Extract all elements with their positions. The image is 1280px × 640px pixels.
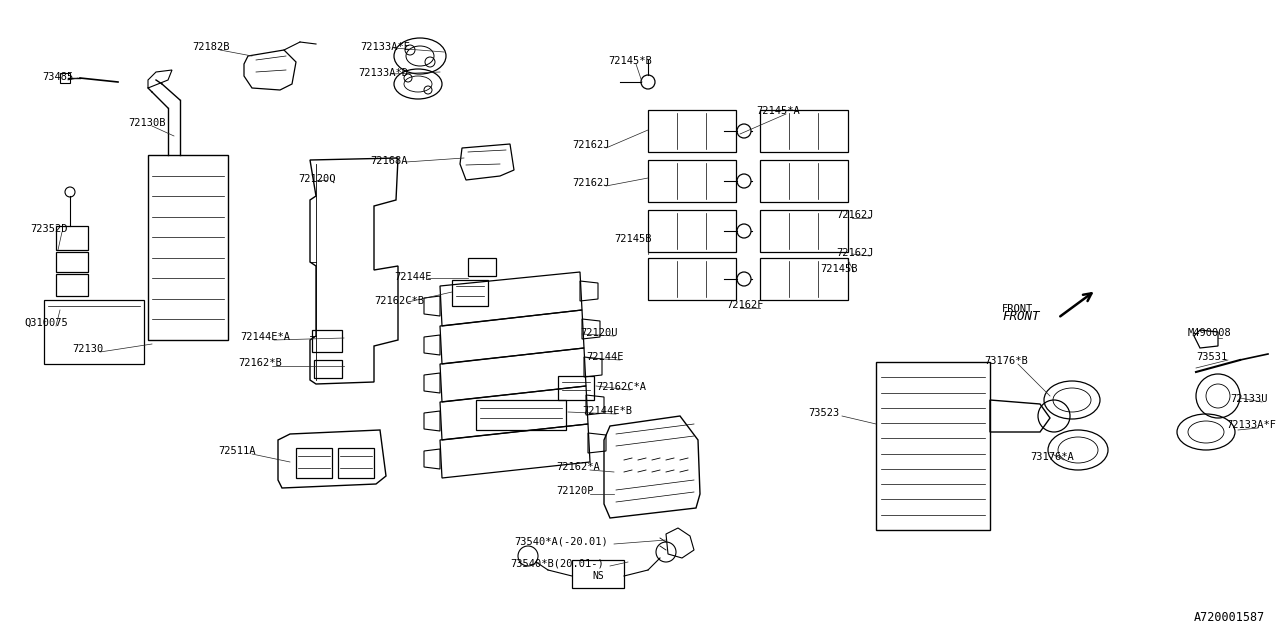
Bar: [148, 155, 228, 340]
Text: 72162J: 72162J: [836, 248, 873, 258]
Text: 72162F: 72162F: [726, 300, 763, 310]
Text: 72162J: 72162J: [572, 178, 609, 188]
Text: 72120P: 72120P: [556, 486, 594, 496]
Text: 72133A*E: 72133A*E: [360, 42, 410, 52]
Text: Q310075: Q310075: [24, 318, 68, 328]
Text: 73176*B: 73176*B: [984, 356, 1028, 366]
Text: 72130B: 72130B: [128, 118, 165, 128]
Text: 72182B: 72182B: [192, 42, 229, 52]
Bar: [558, 376, 594, 400]
Bar: [476, 400, 566, 430]
Bar: [468, 258, 497, 276]
Text: 72133A*F: 72133A*F: [1226, 420, 1276, 430]
Text: 73531: 73531: [1196, 352, 1228, 362]
Text: 72133A*D: 72133A*D: [358, 68, 408, 78]
Text: 72120U: 72120U: [580, 328, 617, 338]
Bar: [760, 210, 849, 252]
Text: 72144E: 72144E: [394, 272, 431, 282]
Bar: [876, 362, 989, 530]
Text: 72162C*A: 72162C*A: [596, 382, 646, 392]
Text: 72511A: 72511A: [218, 446, 256, 456]
Bar: [760, 160, 849, 202]
Bar: [648, 258, 736, 300]
Bar: [648, 110, 736, 152]
Bar: [338, 448, 374, 478]
Text: 72162C*B: 72162C*B: [374, 296, 424, 306]
Text: 73485: 73485: [42, 72, 73, 82]
Bar: [572, 560, 625, 588]
Bar: [60, 73, 70, 83]
Bar: [56, 226, 88, 250]
Text: 72162J: 72162J: [572, 140, 609, 150]
Text: 72352D: 72352D: [29, 224, 68, 234]
Bar: [314, 360, 342, 378]
Text: 72145B: 72145B: [820, 264, 858, 274]
Text: FRONT: FRONT: [1002, 304, 1033, 314]
Text: M490008: M490008: [1188, 328, 1231, 338]
Text: 72120Q: 72120Q: [298, 174, 335, 184]
Text: 72130: 72130: [72, 344, 104, 354]
Text: 72162J: 72162J: [836, 210, 873, 220]
Bar: [44, 300, 143, 364]
Text: 72144E: 72144E: [586, 352, 623, 362]
Text: A720001587: A720001587: [1194, 611, 1265, 624]
Bar: [760, 258, 849, 300]
Bar: [648, 160, 736, 202]
Text: 72162*A: 72162*A: [556, 462, 600, 472]
Bar: [56, 252, 88, 272]
Text: 72168A: 72168A: [370, 156, 407, 166]
Text: 73523: 73523: [808, 408, 840, 418]
Text: 72162*B: 72162*B: [238, 358, 282, 368]
Text: 73540*B(20.01-): 73540*B(20.01-): [509, 558, 604, 568]
Text: 72145*A: 72145*A: [756, 106, 800, 116]
Text: 72144E*A: 72144E*A: [241, 332, 291, 342]
Bar: [648, 210, 736, 252]
Bar: [312, 330, 342, 352]
Text: 72145B: 72145B: [614, 234, 652, 244]
Bar: [452, 280, 488, 306]
Bar: [760, 110, 849, 152]
Text: NS: NS: [593, 571, 604, 581]
Text: 73176*A: 73176*A: [1030, 452, 1074, 462]
Text: 72144E*B: 72144E*B: [582, 406, 632, 416]
Text: 73540*A(-20.01): 73540*A(-20.01): [515, 536, 608, 546]
Text: 72145*B: 72145*B: [608, 56, 652, 66]
Text: 72133U: 72133U: [1230, 394, 1267, 404]
Bar: [56, 274, 88, 296]
Text: FRONT: FRONT: [1002, 310, 1039, 323]
Bar: [296, 448, 332, 478]
